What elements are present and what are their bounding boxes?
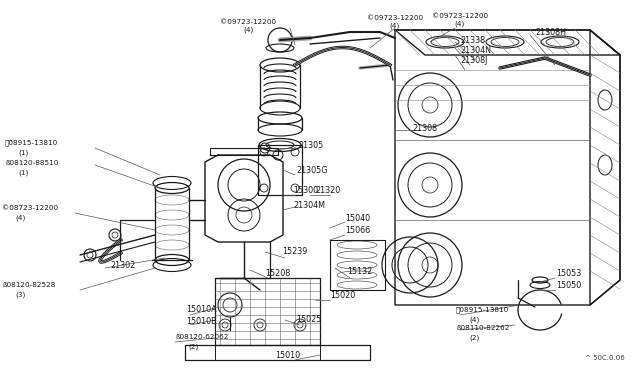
Text: 15053: 15053 xyxy=(556,269,581,279)
Text: (4): (4) xyxy=(243,27,253,33)
Text: 15300: 15300 xyxy=(293,186,318,195)
Text: 21305G: 21305G xyxy=(296,166,328,174)
Text: 21304N: 21304N xyxy=(460,45,491,55)
Text: (1): (1) xyxy=(18,150,28,156)
Text: Ⓧ08915-13810: Ⓧ08915-13810 xyxy=(5,140,58,146)
Text: 15239: 15239 xyxy=(282,247,307,257)
Text: (4): (4) xyxy=(469,317,479,323)
Text: 15132: 15132 xyxy=(347,267,372,276)
Text: 15010A: 15010A xyxy=(186,305,216,314)
Text: 21304M: 21304M xyxy=(293,201,325,209)
Text: Ⓧ08915-13810: Ⓧ08915-13810 xyxy=(456,307,509,313)
Text: ©09723-12200: ©09723-12200 xyxy=(367,15,423,21)
Text: ©08723-12200: ©08723-12200 xyxy=(2,205,58,211)
Text: 21338: 21338 xyxy=(460,35,485,45)
Text: 21308: 21308 xyxy=(412,124,437,132)
Text: 15208: 15208 xyxy=(265,269,291,278)
Text: ß08110-82262: ß08110-82262 xyxy=(456,325,509,331)
Text: 21302: 21302 xyxy=(110,260,135,269)
Text: 15066: 15066 xyxy=(345,225,370,234)
Text: ß08120-88510: ß08120-88510 xyxy=(5,160,58,166)
Text: 15025: 15025 xyxy=(296,315,321,324)
Text: 15050: 15050 xyxy=(556,282,581,291)
Text: (4): (4) xyxy=(455,21,465,27)
Text: 15010B: 15010B xyxy=(186,317,216,326)
Text: 21320: 21320 xyxy=(315,186,340,195)
Text: ©09723-12200: ©09723-12200 xyxy=(220,19,276,25)
Text: 15040: 15040 xyxy=(345,214,370,222)
Text: ß08120-82528: ß08120-82528 xyxy=(2,282,56,288)
Text: 21305: 21305 xyxy=(298,141,323,150)
Text: 21308J: 21308J xyxy=(460,55,488,64)
Text: (4): (4) xyxy=(15,215,25,221)
Text: (1): (1) xyxy=(18,170,28,176)
Text: (2): (2) xyxy=(188,344,198,350)
Text: 15020: 15020 xyxy=(330,292,355,301)
Text: (3): (3) xyxy=(15,292,25,298)
Text: 15010: 15010 xyxy=(275,352,301,360)
Text: ß08120-62062: ß08120-62062 xyxy=(175,334,228,340)
Text: ^ 50C.0.06: ^ 50C.0.06 xyxy=(585,355,625,361)
Text: 21308H: 21308H xyxy=(535,28,566,36)
Text: (4): (4) xyxy=(390,23,400,29)
Text: ©09723-12200: ©09723-12200 xyxy=(432,13,488,19)
Text: (2): (2) xyxy=(469,335,479,341)
